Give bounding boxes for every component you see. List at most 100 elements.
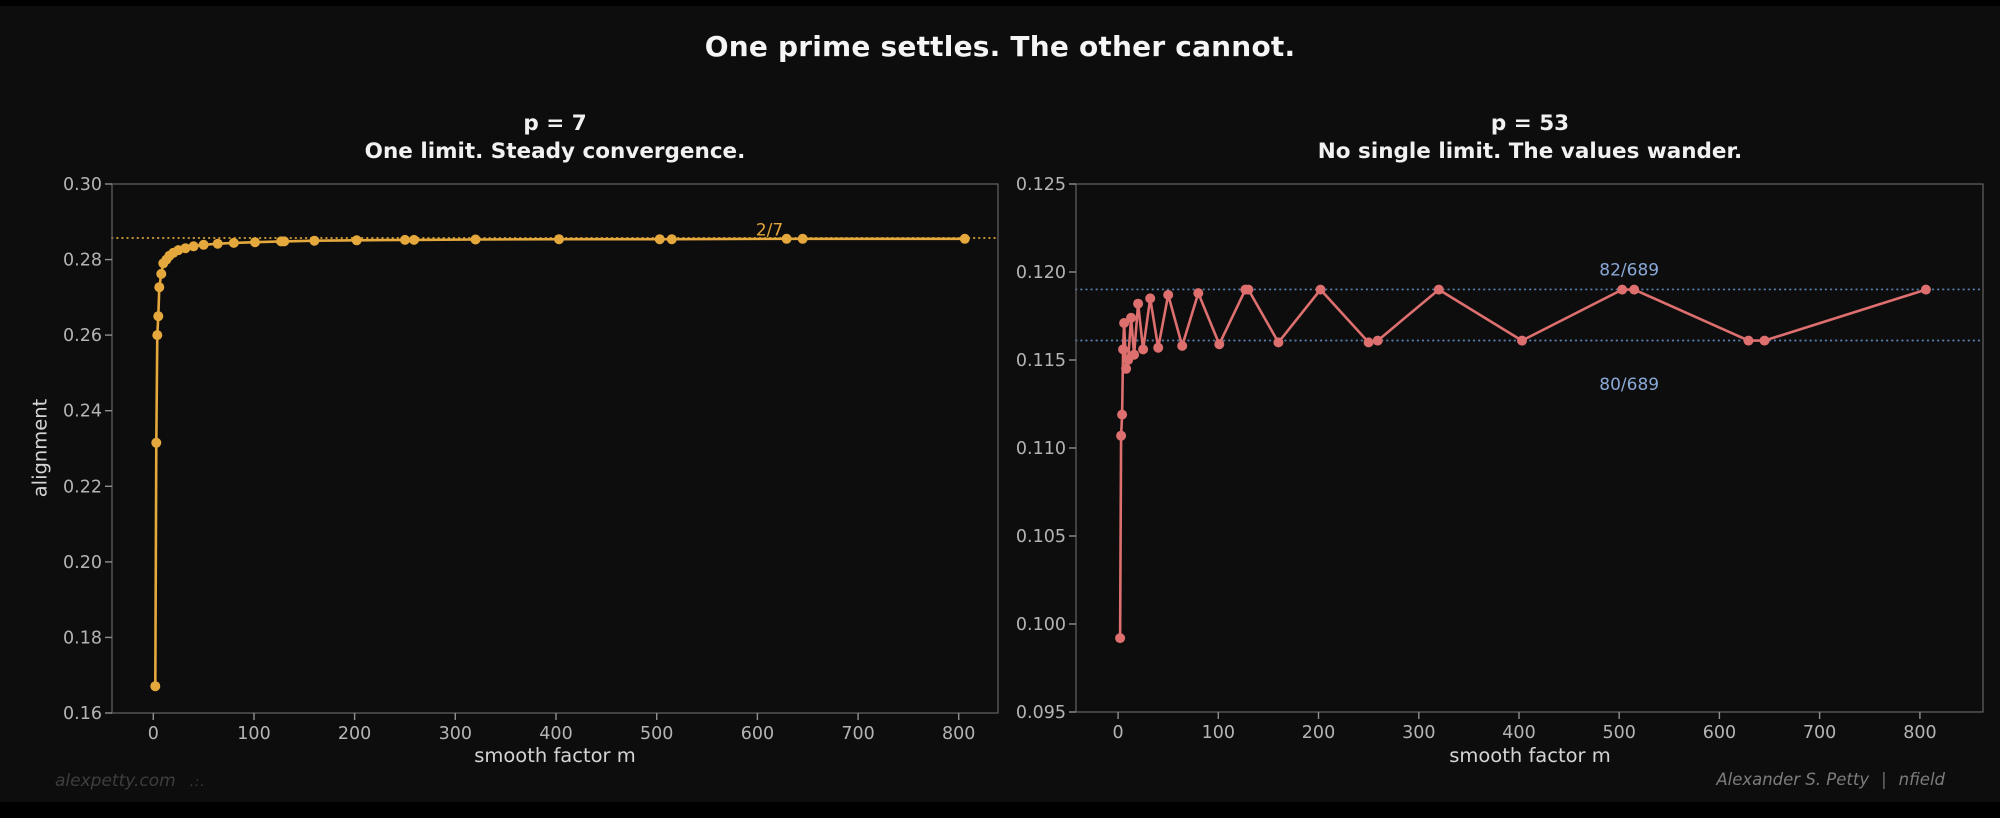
data-point <box>1145 293 1156 304</box>
data-point <box>959 233 970 244</box>
annotation-2/7: 2/7 <box>756 220 783 240</box>
data-point <box>151 437 162 448</box>
data-point <box>1214 339 1225 350</box>
data-point <box>1315 284 1326 295</box>
x-tick-label: 700 <box>1803 723 1836 743</box>
data-point <box>1433 284 1444 295</box>
x-tick-label: 400 <box>539 724 572 744</box>
x-tick-label: 500 <box>640 724 673 744</box>
watermark-text: alexpetty.com <box>55 771 176 791</box>
data-point <box>409 234 419 245</box>
axes-frame <box>1075 183 1984 713</box>
data-point <box>1138 344 1149 355</box>
right-chart-title-line2: No single limit. The values wander. <box>1317 139 1743 164</box>
chart-panel-p53: 82/689 80/689 0 100 200 300 400 500 600 700 800 0.0… <box>1016 175 1984 743</box>
y-tick-label: 0.30 <box>63 175 102 195</box>
data-point <box>1126 312 1137 323</box>
data-point <box>1121 363 1132 374</box>
x-tick-label: 0 <box>148 724 159 744</box>
data-point <box>1920 284 1931 295</box>
data-point <box>1133 298 1144 309</box>
y-tick-label: 0.22 <box>63 477 102 497</box>
y-tick-label: 0.28 <box>63 251 102 271</box>
figure-title: One prime settles. The other cannot. <box>704 30 1296 63</box>
y-tick-label: 0.24 <box>63 402 102 422</box>
data-point <box>1163 289 1174 300</box>
x-tick-label: 700 <box>841 724 874 744</box>
y-axis-label: alignment <box>28 398 52 498</box>
credit-handle: nfield <box>1898 770 1945 789</box>
x-tick-label: 100 <box>1202 723 1235 743</box>
data-point <box>180 243 191 254</box>
data-point <box>279 236 290 247</box>
credit-line: Alexander S. Petty | nfield <box>1716 770 1945 789</box>
data-point <box>150 681 161 692</box>
data-point <box>309 235 320 246</box>
data-point <box>1273 337 1284 348</box>
y-tick-label: 0.120 <box>1016 263 1066 283</box>
watermark-glyph: .:. <box>189 775 206 790</box>
data-point <box>1153 342 1164 353</box>
data-point <box>1115 633 1126 644</box>
annotation-82/689: 82/689 <box>1599 261 1659 281</box>
y-tick-label: 0.110 <box>1016 439 1066 459</box>
data-point <box>400 234 410 245</box>
data-point <box>152 330 163 341</box>
right-x-axis-label: smooth factor m <box>1449 744 1611 767</box>
left-chart-title-line1: p = 7 <box>523 111 587 136</box>
data-point <box>351 235 362 246</box>
data-point <box>154 282 165 293</box>
data-point <box>198 239 209 250</box>
x-tick-label: 300 <box>1402 723 1435 743</box>
data-point <box>1743 335 1754 346</box>
chart-panel-p7: 2/7 0 100 200 300 400 500 600 700 800 0.16 0.18 0.20… <box>63 175 999 744</box>
data-point <box>1363 337 1374 348</box>
credit-separator: | <box>1881 770 1887 789</box>
x-tick-label: 100 <box>237 724 270 744</box>
figure-background <box>0 6 2000 802</box>
data-point <box>1119 318 1130 328</box>
watermark: alexpetty.com.:. <box>55 771 205 791</box>
data-point <box>1759 335 1770 346</box>
data-point <box>1617 284 1628 295</box>
data-point <box>781 233 792 244</box>
y-tick-label: 0.20 <box>63 553 102 573</box>
y-tick-label: 0.16 <box>63 704 102 724</box>
x-tick-label: 0 <box>1113 723 1124 743</box>
right-chart-title: p = 53 No single limit. The values wande… <box>1318 110 1742 166</box>
axes-frame <box>111 183 999 714</box>
y-tick-label: 0.100 <box>1016 615 1066 635</box>
data-point <box>1629 284 1640 295</box>
left-chart-title: p = 7 One limit. Steady convergence. <box>365 110 746 166</box>
data-point <box>1129 349 1140 360</box>
left-chart-title-line2: One limit. Steady convergence. <box>364 139 746 164</box>
data-point <box>212 238 223 249</box>
x-tick-label: 600 <box>741 724 774 744</box>
data-point <box>1117 409 1128 420</box>
data-point <box>1193 288 1204 299</box>
y-tick-label: 0.26 <box>63 326 102 346</box>
data-point <box>1243 284 1254 295</box>
data-point <box>153 311 164 322</box>
series-line-p7 <box>154 237 965 687</box>
y-tick-label: 0.18 <box>63 628 102 648</box>
x-tick-label: 300 <box>439 724 472 744</box>
left-x-axis-label: smooth factor m <box>474 744 636 767</box>
data-point <box>1177 340 1188 351</box>
data-point <box>797 233 808 244</box>
y-tick-label: 0.105 <box>1016 527 1066 547</box>
data-point <box>1372 335 1383 346</box>
x-tick-label: 400 <box>1502 723 1535 743</box>
data-point <box>1118 344 1129 355</box>
y-tick-label: 0.125 <box>1016 175 1066 195</box>
data-point <box>188 241 199 252</box>
y-tick-label: 0.115 <box>1016 351 1066 371</box>
data-point <box>228 237 239 248</box>
annotation-80/689: 80/689 <box>1599 375 1659 395</box>
x-tick-label: 600 <box>1703 723 1736 743</box>
data-point <box>1116 430 1127 441</box>
right-chart-title-line1: p = 53 <box>1490 111 1570 136</box>
x-tick-label: 500 <box>1602 723 1635 743</box>
data-point <box>156 268 167 279</box>
